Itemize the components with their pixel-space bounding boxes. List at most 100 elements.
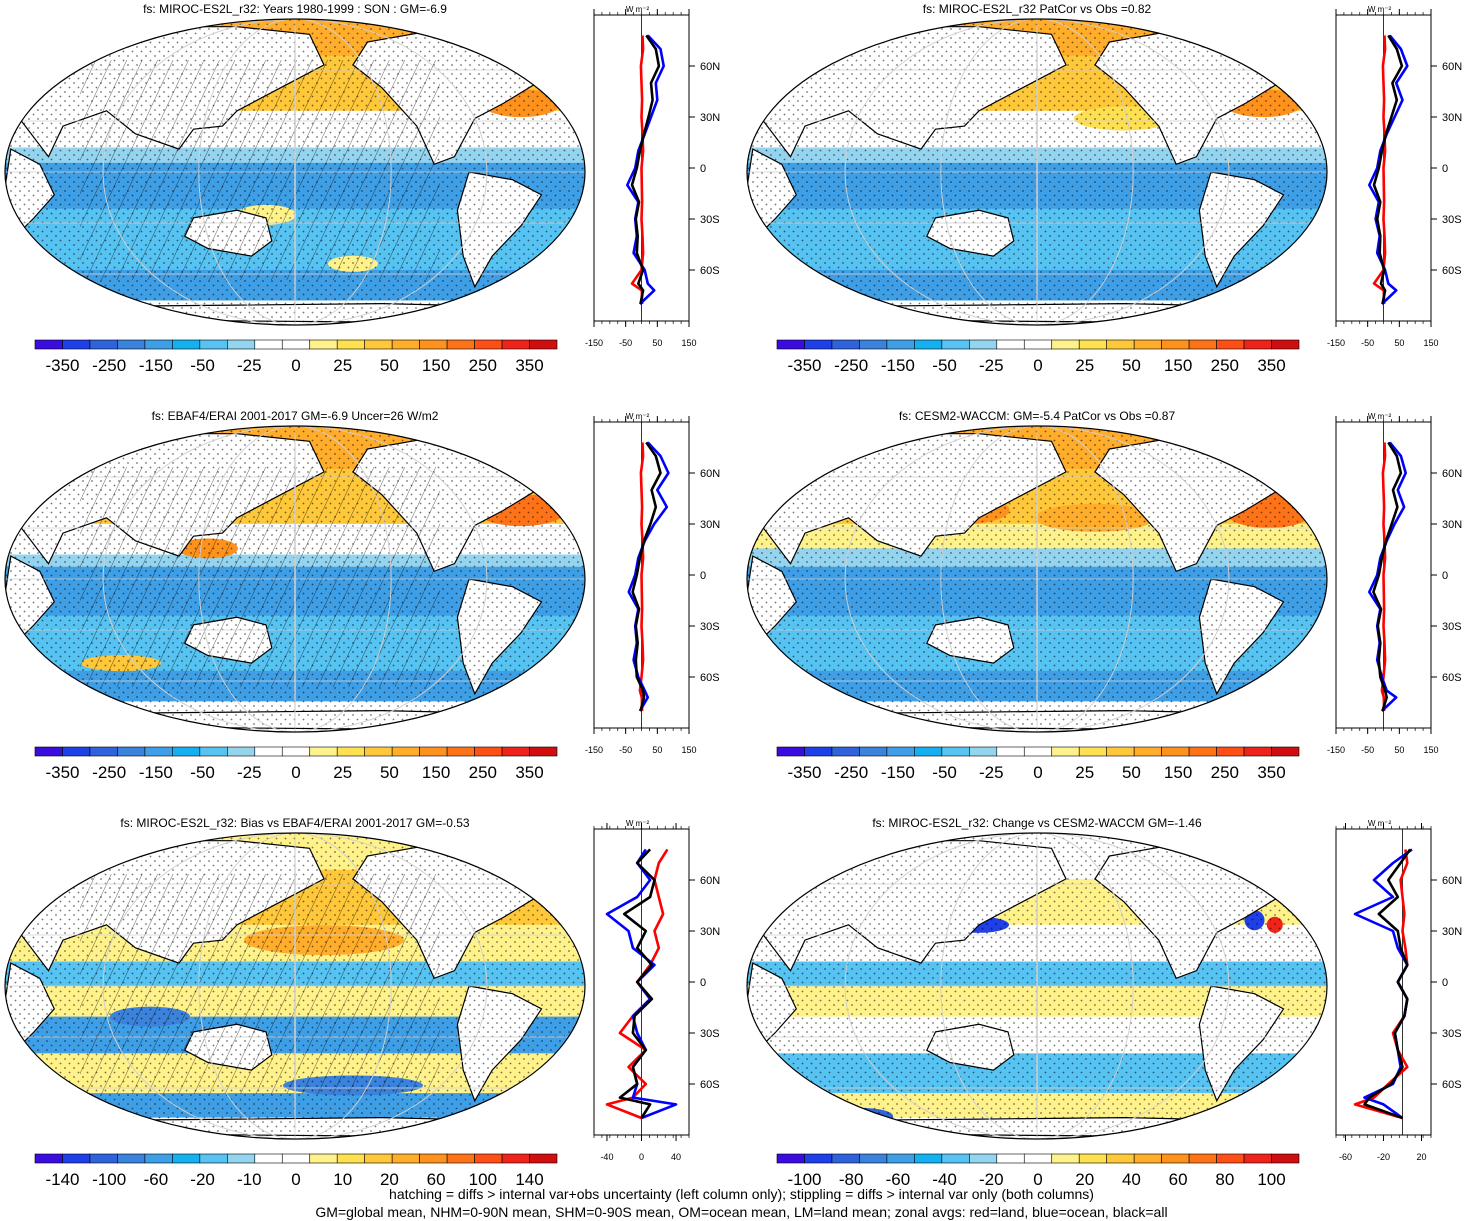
colorbar-swatch [996, 746, 1025, 757]
colorbar-swatch [804, 339, 833, 350]
colorbar-label: -10 [237, 1170, 262, 1189]
colorbar-label: 140 [515, 1170, 543, 1189]
colorbar-label: -100 [787, 1170, 821, 1189]
colorbar-swatch [1188, 1153, 1217, 1164]
profile-unit-label: W m⁻² [626, 412, 650, 421]
colorbar-swatch [144, 746, 173, 757]
colorbar-swatch [1133, 1153, 1162, 1164]
profile-unit-label: W m⁻² [626, 819, 650, 828]
map-outline [4, 18, 586, 326]
colorbar-swatch [859, 1153, 888, 1164]
profile-lat-label: 60S [1442, 1079, 1462, 1091]
colorbar-label: 0 [1033, 763, 1042, 782]
colorbar-label: -150 [881, 356, 915, 375]
profile-lat-label: 30N [1442, 112, 1462, 124]
meridian-line [294, 426, 296, 732]
panel-title: fs: MIROC-ES2L_r32: Years 1980-1999 : SO… [143, 2, 447, 16]
profile-lat-label: 30S [700, 1028, 720, 1040]
colorbar-swatch [1216, 339, 1245, 350]
colorbar-label: -250 [834, 356, 868, 375]
colorbar-swatch [419, 746, 448, 757]
meridian-line [198, 19, 392, 325]
colorbar-swatch [364, 1153, 393, 1164]
colorbar-label: 150 [1164, 356, 1192, 375]
colorbar-label: -25 [237, 356, 262, 375]
colorbar-swatch [886, 1153, 915, 1164]
colorbar-label: -250 [834, 763, 868, 782]
colorbar-label: 150 [1164, 763, 1192, 782]
colorbar-label: 0 [291, 356, 300, 375]
colorbar-swatch [1271, 746, 1300, 757]
colorbar-swatch [1243, 746, 1272, 757]
meridian-line [844, 426, 1230, 732]
colorbar-swatch [446, 746, 475, 757]
map-figure: -100 -80 -60 -40 -20 0 20 40 60 80 100 W m⁻² -60 -20 2… [746, 819, 1462, 1189]
colorbar-swatch [1078, 339, 1107, 350]
meridian-line [1036, 19, 1038, 325]
map-panel-4: fs: CESM2-WACCM: GM=-5.4 PatCor vs Obs =… [742, 407, 1483, 814]
colorbar-swatch [254, 1153, 283, 1164]
map-panel-1: fs: MIROC-ES2L_r32: Years 1980-1999 : SO… [0, 0, 741, 407]
colorbar-swatch [776, 1153, 805, 1164]
colorbar-swatch [34, 339, 63, 350]
hatching [80, 60, 440, 280]
colorbar-swatch [34, 1153, 63, 1164]
colorbar-swatch [117, 746, 146, 757]
profile-lat-label: 60N [1442, 468, 1462, 480]
meridian-line [940, 426, 1134, 732]
profile-x-tick-label: 20 [1416, 1152, 1426, 1162]
colorbar-swatch [1271, 339, 1300, 350]
profile-series-line [631, 441, 662, 712]
colorbar-swatch [941, 1153, 970, 1164]
profile-lat-label: 30S [1442, 621, 1462, 633]
colorbar-label: 10 [333, 1170, 352, 1189]
profile-lat-label: 60N [700, 61, 720, 73]
colorbar-label: 50 [380, 763, 399, 782]
colorbar-label: 50 [1122, 356, 1141, 375]
colorbar-label: -140 [45, 1170, 79, 1189]
colorbar-label: -60 [144, 1170, 169, 1189]
profile-series-line [1380, 442, 1387, 712]
colorbar-swatch [996, 339, 1025, 350]
colorbar-swatch [199, 1153, 228, 1164]
colorbar-swatch [391, 746, 420, 757]
map-panel-3: fs: EBAF4/ERAI 2001-2017 GM=-6.9 Uncer=2… [0, 407, 741, 814]
colorbar-swatch [419, 339, 448, 350]
colorbar-swatch [529, 746, 558, 757]
colorbar-swatch [1216, 746, 1245, 757]
colorbar-label: 0 [291, 763, 300, 782]
colorbar-label: -250 [92, 763, 126, 782]
colorbar-swatch [117, 339, 146, 350]
colorbar-swatch [254, 746, 283, 757]
colorbar-swatch [1243, 339, 1272, 350]
colorbar-swatch [172, 746, 201, 757]
colorbar-label: 250 [469, 356, 497, 375]
colorbar-label: 350 [515, 763, 543, 782]
colorbar-label: 60 [427, 1170, 446, 1189]
colorbar-swatch [831, 1153, 860, 1164]
colorbar-label: -80 [839, 1170, 864, 1189]
colorbar-swatch [941, 339, 970, 350]
panel-title: fs: MIROC-ES2L_r32: Change vs CESM2-WACC… [872, 816, 1202, 830]
colorbar-label: 25 [1075, 763, 1094, 782]
colorbar-swatch [254, 339, 283, 350]
profile-lat-label: 60N [1442, 61, 1462, 73]
colorbar-swatch [1133, 746, 1162, 757]
colorbar-swatch [364, 339, 393, 350]
colorbar-swatch [1078, 1153, 1107, 1164]
profile-series-line [626, 34, 665, 305]
meridian-line [294, 833, 296, 1139]
colorbar-swatch [474, 339, 503, 350]
colorbar-label: 40 [1122, 1170, 1141, 1189]
profile-lat-label: 60N [700, 875, 720, 887]
meridian-line [844, 19, 1230, 325]
colorbar-swatch [391, 1153, 420, 1164]
colorbar-label: 150 [422, 356, 450, 375]
colorbar-label: 350 [1257, 763, 1285, 782]
colorbar-label: 250 [1211, 356, 1239, 375]
colorbar-swatch [227, 746, 256, 757]
colorbar-label: 100 [469, 1170, 497, 1189]
